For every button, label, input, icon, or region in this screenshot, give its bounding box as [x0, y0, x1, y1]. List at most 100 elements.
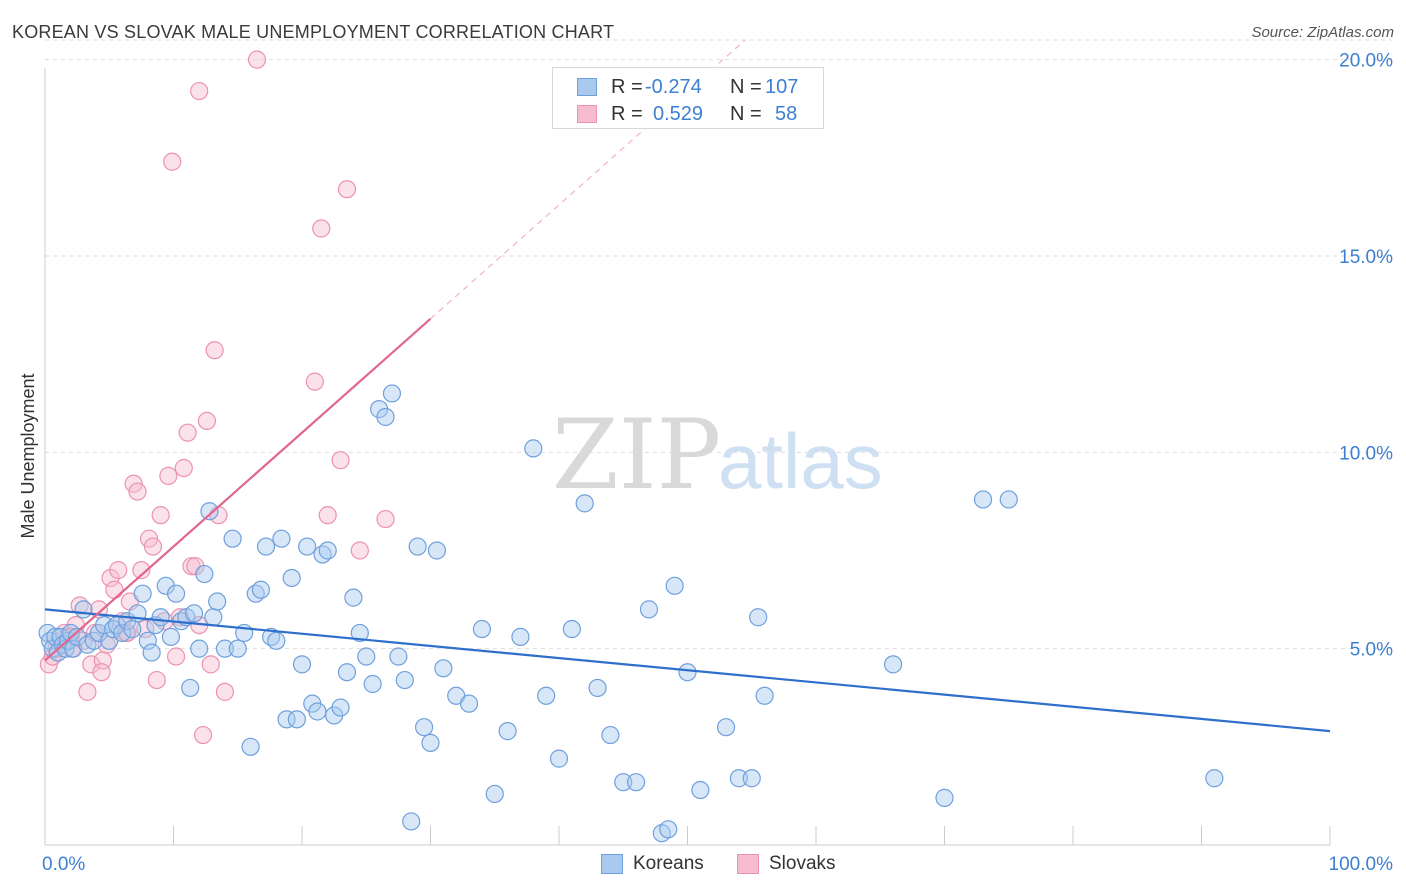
y-tick-label-1: 10.0%: [1339, 443, 1393, 464]
korean-point: [228, 639, 247, 658]
slovak-point: [190, 81, 209, 101]
korean-point: [282, 568, 301, 588]
korean-point: [298, 537, 317, 556]
korean-point: [181, 678, 200, 698]
slovaks-r-label: R =: [611, 102, 643, 125]
bottom-legend: Koreans Slovaks: [0, 852, 1406, 878]
korean-point: [511, 627, 530, 646]
korean-point: [614, 773, 633, 792]
slovaks-legend-icon: [737, 854, 759, 874]
slovaks-trend-line: [44, 317, 432, 662]
koreans-n-value: 107: [765, 75, 799, 98]
korean-point: [318, 541, 337, 560]
y-axis-title: Male Unemployment: [18, 373, 38, 538]
trend-layer: [44, 39, 1331, 733]
koreans-n-label: N =: [730, 75, 762, 98]
korean-point: [337, 663, 357, 682]
korean-point: [524, 439, 543, 458]
korean-point: [575, 494, 594, 513]
korean-point: [363, 674, 382, 694]
korean-point: [999, 490, 1018, 509]
korean-point: [151, 608, 170, 627]
stats-legend: R = -0.274 N = 107 R = 0.529 N = 58: [552, 67, 824, 129]
slovak-point: [128, 482, 147, 501]
slovak-point: [159, 466, 178, 485]
korean-point: [402, 812, 421, 831]
korean-point: [204, 608, 223, 627]
korean-point: [729, 769, 749, 788]
korean-point: [190, 639, 209, 658]
korean-point: [549, 749, 569, 768]
korean-point: [588, 678, 607, 698]
korean-point: [459, 694, 479, 713]
slovaks-n-label: N =: [730, 102, 762, 125]
korean-point: [208, 592, 227, 611]
korean-point: [626, 773, 646, 792]
korean-point: [376, 407, 395, 427]
watermark: ZIP atlas: [552, 399, 883, 511]
korean-point: [184, 604, 204, 623]
korean-point: [935, 788, 954, 807]
korean-point: [1205, 769, 1224, 788]
korean-point: [142, 643, 161, 662]
slovak-point: [105, 580, 124, 599]
slovak-point: [101, 568, 120, 588]
slovak-point: [136, 619, 155, 639]
korean-point: [256, 537, 276, 556]
korean-point: [215, 639, 234, 658]
slovak-point: [193, 725, 213, 745]
legend-label-slovaks: Slovaks: [769, 853, 836, 874]
slovak-point: [166, 647, 186, 666]
slovak-point: [350, 541, 369, 560]
korean-point: [277, 710, 296, 729]
tick-labels: 5.0% 10.0% 15.0% 20.0% 0.0% 100.0%: [42, 51, 1393, 875]
korean-point: [138, 631, 157, 650]
x-tick-label-1: 100.0%: [1329, 854, 1394, 875]
korean-point: [755, 686, 774, 705]
korean-point: [64, 639, 83, 658]
korean-point: [123, 619, 142, 639]
korean-point: [678, 663, 697, 682]
slovak-point: [312, 219, 331, 238]
slovak-point: [201, 655, 220, 674]
korean-point: [161, 627, 181, 646]
korean-point: [287, 710, 306, 729]
slovaks-n-value: 58: [775, 102, 798, 125]
slovak-point: [109, 561, 128, 580]
koreans-swatch-icon: [577, 78, 597, 96]
koreans-r-value: -0.274: [645, 75, 702, 98]
grid-layer: [45, 39, 1392, 650]
slovak-point: [205, 341, 224, 360]
slovak-point: [92, 663, 111, 682]
korean-point: [308, 702, 327, 721]
x-tick-label-0: 0.0%: [42, 854, 85, 875]
slovak-point: [174, 458, 193, 478]
slovaks-swatch-icon: [577, 105, 597, 123]
slovak-point: [178, 423, 197, 442]
slovak-point: [305, 372, 324, 391]
slovak-point: [78, 682, 97, 701]
korean-point: [749, 608, 768, 627]
korean-point: [389, 647, 408, 666]
korean-point: [267, 631, 286, 650]
y-tick-label-2: 15.0%: [1339, 247, 1393, 268]
korean-point: [74, 600, 93, 619]
slovak-point: [151, 506, 170, 525]
slovaks-trend-extension: [430, 39, 746, 320]
korean-point: [485, 784, 504, 804]
legend-label-koreans: Koreans: [633, 853, 704, 874]
koreans-legend-icon: [601, 854, 623, 874]
slovak-point: [337, 180, 357, 199]
korean-point: [292, 655, 312, 674]
korean-point: [382, 384, 402, 403]
slovak-point: [376, 509, 395, 529]
korean-point: [742, 769, 761, 788]
korean-point: [331, 698, 350, 717]
korean-point: [562, 619, 581, 639]
korean-point: [434, 659, 453, 678]
stats-row-koreans: R = -0.274 N = 107: [553, 74, 823, 100]
korean-point: [223, 529, 242, 548]
slovak-point: [215, 682, 234, 701]
korean-point: [659, 820, 678, 839]
